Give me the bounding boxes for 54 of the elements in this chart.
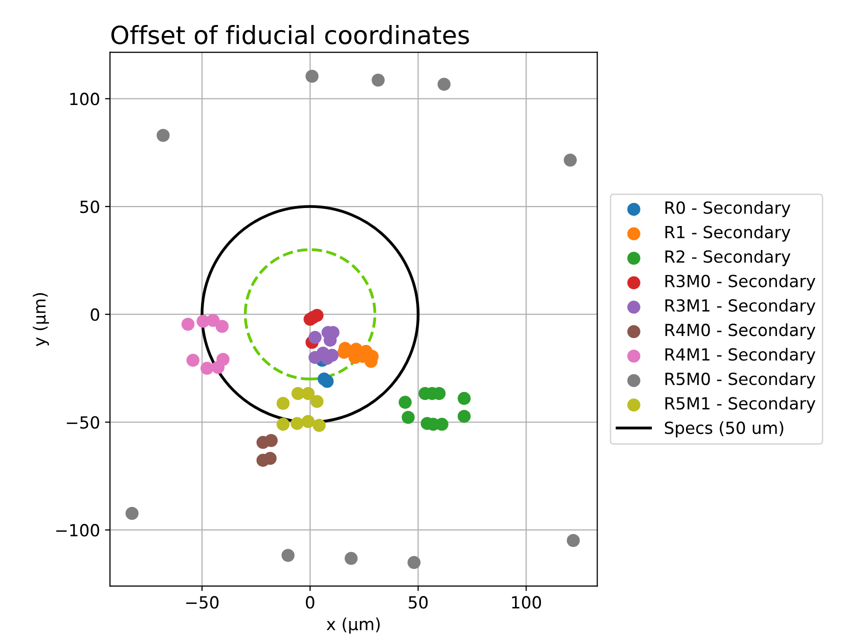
point (312, 418, 326, 432)
y-axis-title: y (μm) (32, 293, 49, 346)
point (264, 434, 278, 447)
point (372, 74, 385, 87)
point (282, 548, 295, 562)
legend-label: R2 - Secondary (665, 250, 790, 266)
point (290, 416, 304, 430)
point (398, 396, 412, 409)
point (306, 70, 319, 83)
point (302, 386, 315, 400)
point (206, 314, 220, 327)
point (156, 128, 170, 142)
x-tick-label: 50 (408, 596, 428, 609)
point (181, 318, 194, 331)
point (408, 556, 421, 570)
point (458, 392, 471, 405)
legend-label: R4M0 - Secondary (665, 323, 816, 340)
point (318, 372, 331, 386)
y-tick-label: 100 (70, 92, 100, 106)
legend-label: R4M1 - Secondary (665, 348, 816, 364)
point (438, 78, 451, 91)
point (566, 534, 580, 548)
chart-title: Offset of fiducial coordinates (111, 25, 469, 44)
point (276, 418, 290, 431)
x-tick-label: −50 (186, 596, 219, 609)
y-tick-label: −50 (66, 416, 100, 429)
point (302, 415, 315, 428)
x-tick-label: 0 (306, 596, 314, 609)
point (310, 394, 324, 408)
point (264, 452, 277, 465)
point (216, 352, 230, 366)
point (276, 396, 290, 410)
legend-label: Specs (50 um) (664, 421, 784, 438)
legend-label: R5M1 - Secondary (665, 396, 816, 413)
x-axis-title: x (μm) (326, 617, 380, 634)
legend-label: R5M0 - Secondary (665, 372, 816, 388)
point (200, 362, 214, 375)
point (344, 552, 358, 565)
point (186, 354, 200, 367)
y-tick-label: −100 (56, 524, 100, 537)
legend-label: R3M0 - Secondary (665, 274, 816, 291)
legend-label: R3M1 - Secondary (665, 298, 816, 316)
point (126, 506, 139, 520)
y-tick-label: 0 (90, 308, 100, 321)
legend-label: R0 - Secondary (665, 201, 790, 218)
point (564, 154, 577, 167)
y-tick-label: 50 (80, 200, 100, 214)
point (402, 410, 415, 424)
legend-label: R1 - Secondary (665, 226, 790, 242)
point (310, 308, 324, 322)
point (458, 410, 471, 423)
point (308, 330, 322, 344)
x-tick-label: 100 (512, 596, 541, 609)
point (216, 320, 229, 333)
